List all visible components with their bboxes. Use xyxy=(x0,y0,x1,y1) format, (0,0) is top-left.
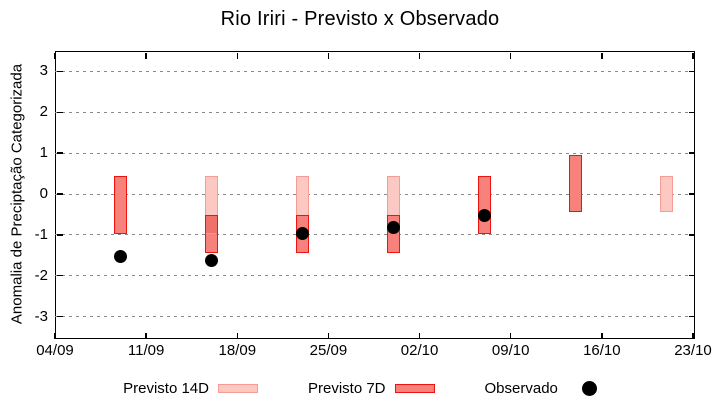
y-tick-right xyxy=(688,193,695,195)
gridline xyxy=(55,193,693,195)
x-tick xyxy=(145,332,147,339)
observed-point xyxy=(113,249,127,263)
y-tick-label: -1 xyxy=(34,225,48,243)
forecast-band-14d xyxy=(660,176,674,213)
forecast-band-7d xyxy=(113,176,127,234)
x-tick-top xyxy=(418,52,421,59)
gridline xyxy=(55,234,693,236)
x-tick xyxy=(418,332,421,339)
x-tick xyxy=(692,332,694,339)
x-tick-top xyxy=(692,52,694,59)
legend-swatch-14d-icon xyxy=(217,383,258,393)
x-tick-label: 18/09 xyxy=(218,342,257,359)
observed-point xyxy=(204,254,218,268)
legend-item-previsto-7d: Previsto 7D xyxy=(308,380,435,397)
y-tick-right xyxy=(688,315,695,318)
y-tick-right xyxy=(688,111,695,114)
forecast-band-7d xyxy=(204,233,218,254)
y-tick-label: 2 xyxy=(39,103,48,121)
x-tick-top xyxy=(236,52,239,59)
legend-swatch-7d-icon xyxy=(394,383,435,393)
x-tick-label: 09/10 xyxy=(491,342,530,359)
gridline xyxy=(55,70,693,72)
forecast-band-7d xyxy=(569,155,583,213)
y-tick-right xyxy=(688,274,695,277)
x-tick-label: 25/09 xyxy=(309,342,348,359)
forecast-band-overlap xyxy=(204,215,218,234)
x-tick xyxy=(54,332,56,339)
x-tick xyxy=(601,332,603,339)
x-tick-top xyxy=(327,52,330,59)
forecast-band-7d xyxy=(478,176,492,234)
y-tick xyxy=(56,152,63,154)
y-tick-label: -2 xyxy=(34,266,48,284)
x-tick-label: 11/09 xyxy=(127,342,165,359)
observed-point xyxy=(387,221,401,234)
gridline xyxy=(55,111,693,113)
legend-label-previsto-7d: Previsto 7D xyxy=(307,379,386,397)
legend: Previsto 14D Previsto 7D Observado xyxy=(0,376,720,400)
x-tick xyxy=(236,332,239,339)
x-tick-label: 02/10 xyxy=(400,342,439,359)
forecast-band-14d xyxy=(295,176,309,216)
observed-point xyxy=(478,209,492,223)
chart-title: Rio Iriri - Previsto x Observado xyxy=(220,8,500,30)
y-tick-label: 0 xyxy=(39,185,48,202)
x-tick-top xyxy=(54,52,56,59)
x-tick-top xyxy=(145,52,147,59)
y-tick-label: 3 xyxy=(39,62,48,80)
legend-item-observado: Observado xyxy=(485,380,597,397)
gridline xyxy=(55,152,693,154)
gridline xyxy=(55,316,693,318)
legend-item-previsto-14d: Previsto 14D xyxy=(123,380,258,397)
legend-observed-dot-icon xyxy=(581,380,597,396)
legend-label-observado: Observado xyxy=(484,379,558,397)
y-tick xyxy=(56,274,63,277)
y-tick-right xyxy=(688,70,695,73)
forecast-band-14d xyxy=(387,176,401,216)
x-tick xyxy=(509,332,512,339)
y-tick xyxy=(56,234,63,236)
forecast-band-14d xyxy=(204,176,218,216)
observed-point xyxy=(295,227,309,241)
x-tick-label: 04/09 xyxy=(36,342,74,359)
y-tick-label: 1 xyxy=(39,144,48,162)
y-tick xyxy=(56,193,63,195)
x-tick xyxy=(327,332,330,339)
y-tick-label: -3 xyxy=(34,307,48,325)
x-tick-label: 23/10 xyxy=(674,342,712,359)
x-tick-label: 16/10 xyxy=(583,342,621,359)
y-tick xyxy=(56,315,63,318)
y-tick-right xyxy=(688,234,695,236)
gridline xyxy=(55,275,693,277)
x-tick-top xyxy=(509,52,512,59)
y-tick xyxy=(56,70,63,73)
band-divider xyxy=(206,232,217,235)
x-tick-top xyxy=(601,52,603,59)
legend-label-previsto-14d: Previsto 14D xyxy=(123,379,209,397)
y-tick xyxy=(56,111,63,114)
plot-area xyxy=(55,51,695,339)
y-tick-right xyxy=(688,152,695,154)
